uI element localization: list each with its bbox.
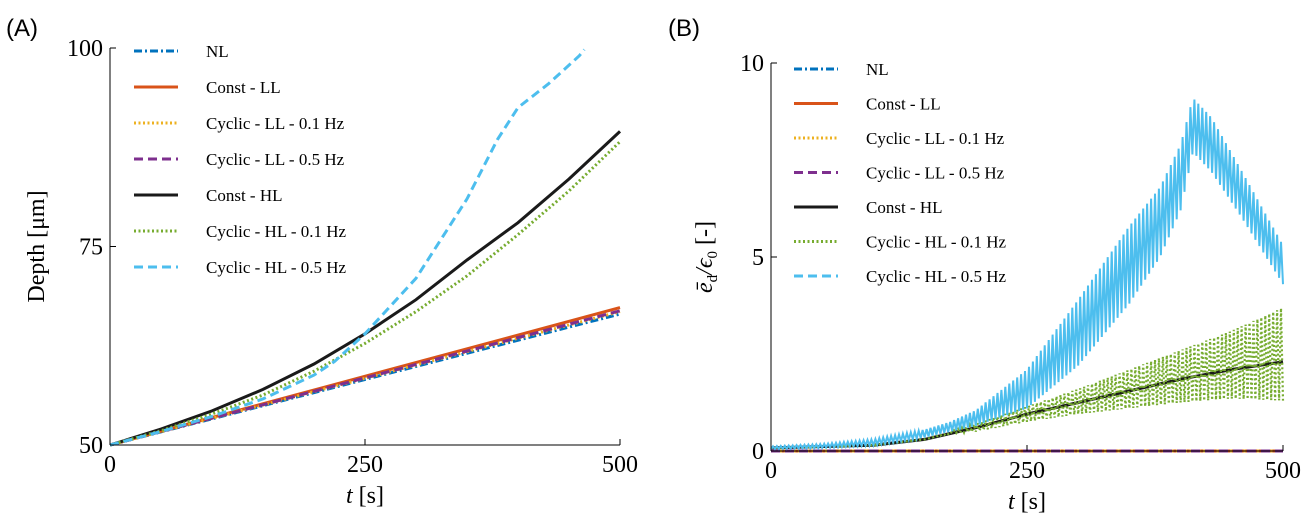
- panel-b-axes: 0 250 500 0 5 10 t [s] ēd/ϵ0 [-]: [692, 51, 1301, 514]
- x-axis-label: t [s]: [1008, 489, 1046, 514]
- legend-item: NL: [134, 42, 229, 61]
- legend-label: Cyclic - HL - 0.5 Hz: [866, 267, 1007, 286]
- panel-b: (B) 0 250 500 0 5 10 t [s] ēd/ϵ0 [-] NL Const - …: [668, 15, 1301, 514]
- panel-a-axes: 0 250 500 50 75 100 t [s] Depth [μm]: [24, 36, 638, 509]
- series-line: [109, 130, 622, 447]
- y-tick-label: 75: [79, 235, 103, 261]
- y-tick-label: 10: [740, 51, 764, 77]
- legend-item: Cyclic - LL - 0.5 Hz: [794, 164, 1005, 183]
- panel-b-plot-area: [770, 99, 1285, 453]
- legend-label: Cyclic - HL - 0.1 Hz: [206, 222, 347, 241]
- x-axis-label: t [s]: [346, 483, 384, 509]
- y-axis-label: Depth [μm]: [24, 190, 50, 302]
- legend-label: NL: [866, 60, 889, 79]
- series-cyclic-hl-0-1-hz: [770, 308, 1285, 449]
- legend-label: NL: [206, 42, 229, 61]
- series-line: [109, 140, 622, 447]
- series-cyclic-hl-0-5-hz: [770, 99, 1284, 451]
- legend-label: Cyclic - HL - 0.5 Hz: [206, 258, 347, 277]
- legend-item: Const - LL: [134, 78, 281, 97]
- legend-label: Cyclic - HL - 0.1 Hz: [866, 233, 1007, 252]
- legend-label: Cyclic - LL - 0.5 Hz: [206, 150, 345, 169]
- legend-item: Cyclic - HL - 0.1 Hz: [794, 233, 1007, 252]
- legend-label: Cyclic - LL - 0.5 Hz: [866, 164, 1005, 183]
- x-tick-label: 0: [104, 452, 116, 478]
- legend-label: Const - LL: [206, 78, 281, 97]
- panel-a-legend: NL Const - LL Cyclic - LL - 0.1 Hz Cyclic -…: [134, 42, 347, 277]
- panel-a-label: (A): [6, 15, 38, 42]
- y-axis-label: ēd/ϵ0 [-]: [692, 221, 721, 293]
- legend-item: Cyclic - LL - 0.1 Hz: [794, 129, 1005, 148]
- legend-item: Const - LL: [794, 95, 941, 114]
- y-tick-label: 50: [79, 433, 103, 459]
- legend-label: Cyclic - LL - 0.1 Hz: [206, 114, 345, 133]
- legend-item: Cyclic - HL - 0.5 Hz: [794, 267, 1007, 286]
- x-tick-label: 250: [347, 452, 383, 478]
- legend-item: NL: [794, 60, 889, 79]
- legend-item: Cyclic - HL - 0.1 Hz: [134, 222, 347, 241]
- series-line: [109, 48, 586, 447]
- series-band: [770, 308, 1285, 449]
- panel-b-legend: NL Const - LL Cyclic - LL - 0.1 Hz Cyclic -…: [794, 60, 1007, 286]
- legend-label: Const - HL: [206, 186, 283, 205]
- x-tick-label: 0: [765, 458, 777, 484]
- y-tick-label: 0: [752, 439, 764, 465]
- panel-a: (A) 0 250 500 50 75 100 t [s] Depth [μm] NL Cons…: [6, 15, 638, 509]
- y-tick-label: 5: [752, 245, 764, 271]
- series-line: [109, 306, 621, 447]
- legend-label: Cyclic - LL - 0.1 Hz: [866, 129, 1005, 148]
- x-tick-label: 250: [1009, 458, 1045, 484]
- y-tick-label: 100: [67, 36, 103, 62]
- legend-item: Const - HL: [134, 186, 283, 205]
- legend-label: Const - HL: [866, 198, 943, 217]
- series-cyclic-hl-0-1-hz: [109, 140, 622, 447]
- panel-b-label: (B): [668, 15, 700, 42]
- legend-item: Cyclic - LL - 0.1 Hz: [134, 114, 345, 133]
- series-cyclic-hl-0-5-hz: [109, 48, 586, 447]
- series-const-ll: [109, 306, 621, 447]
- legend-label: Const - LL: [866, 95, 941, 114]
- legend-item: Const - HL: [794, 198, 943, 217]
- panel-a-plot-area: [109, 48, 622, 447]
- series-const-hl: [109, 130, 622, 447]
- legend-item: Cyclic - LL - 0.5 Hz: [134, 150, 345, 169]
- x-tick-label: 500: [1265, 458, 1301, 484]
- x-tick-label: 500: [602, 452, 638, 478]
- legend-item: Cyclic - HL - 0.5 Hz: [134, 258, 347, 277]
- series-band: [770, 99, 1284, 451]
